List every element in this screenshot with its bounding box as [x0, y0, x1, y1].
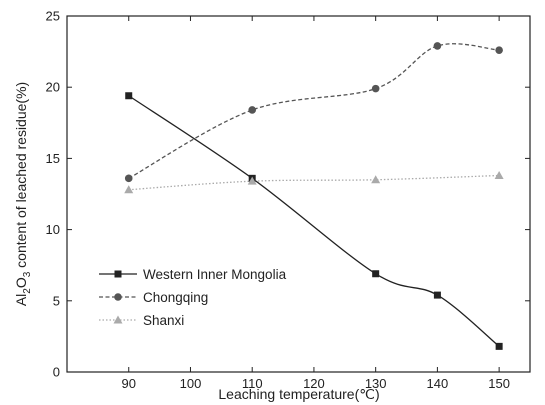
y-tick-label: 0: [53, 365, 60, 380]
y-tick-label: 5: [53, 293, 60, 308]
data-point-1: [495, 46, 503, 54]
y-tick-label: 15: [46, 151, 60, 166]
series-line-0: [128, 95, 500, 347]
x-tick-label: 110: [242, 376, 263, 391]
legend-label-1: Chongqing: [143, 290, 208, 305]
data-point-2: [371, 175, 381, 184]
x-tick-label: 100: [180, 376, 202, 391]
legend-label-0: Western Inner Mongolia: [143, 267, 287, 282]
data-point-1: [371, 84, 380, 93]
legend-marker-1: [114, 293, 122, 301]
y-label-sub2: 3: [22, 271, 33, 277]
y-tick-label: 25: [46, 9, 60, 24]
legend: Western Inner Mongolia Chongqing Shanxi: [99, 267, 287, 328]
data-point-0: [433, 291, 441, 299]
data-point-0: [495, 342, 503, 350]
axis-ticks: 90 100 110 120 130 140 150 0 5 10 15 20 25: [46, 9, 530, 391]
x-tick-label: 120: [303, 376, 325, 391]
data-point-1: [124, 174, 133, 183]
data-point-0: [125, 92, 133, 100]
data-point-2: [124, 185, 134, 194]
series-line-2: [128, 174, 500, 191]
data-point-0: [372, 270, 380, 278]
x-tick-label: 130: [365, 376, 387, 391]
legend-marker-0: [114, 270, 122, 278]
y-axis-label: Al2O3 content of leached residue(%): [13, 82, 33, 306]
x-axis-label: Leaching temperature(℃): [218, 386, 379, 402]
data-point-2: [494, 170, 504, 179]
legend-label-2: Shanxi: [143, 313, 184, 328]
y-label-sub1: 2: [22, 288, 33, 294]
y-label-pre: Al: [13, 294, 29, 306]
y-label-post: content of leached residue(%): [13, 82, 29, 272]
series-lines: [128, 43, 500, 347]
y-tick-label: 20: [46, 80, 60, 95]
data-point-1: [433, 42, 442, 50]
data-point-1: [248, 106, 256, 114]
y-label-mid: O: [13, 277, 29, 288]
y-tick-label: 10: [46, 222, 60, 237]
x-tick-label: 90: [121, 376, 135, 391]
x-tick-label: 150: [488, 376, 510, 391]
series-line-1: [128, 43, 500, 179]
x-tick-label: 140: [427, 376, 449, 391]
plot-frame: [66, 15, 531, 373]
data-point-2: [247, 176, 257, 185]
series-markers: [124, 42, 504, 350]
legend-marker-2: [113, 315, 123, 324]
